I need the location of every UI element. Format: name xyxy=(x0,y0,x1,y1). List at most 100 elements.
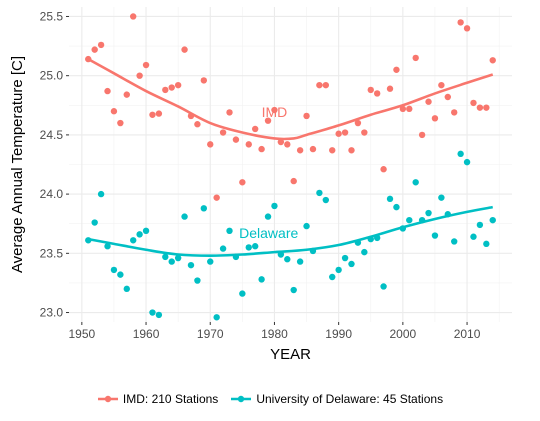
point-delaware xyxy=(271,202,278,210)
point-imd xyxy=(290,177,297,185)
y-axis-ticks: 23.0 23.5 24.0 24.5 25.0 25.5 xyxy=(40,9,69,320)
point-imd xyxy=(110,108,118,115)
point-delaware xyxy=(431,232,439,239)
x-tick-label: 1980 xyxy=(261,327,288,341)
major-gridlines xyxy=(69,7,512,322)
point-imd xyxy=(470,99,477,107)
legend: IMD: 210 Stations University of Delaware… xyxy=(0,389,540,409)
y-tick-label: 23.0 xyxy=(40,306,64,320)
point-delaware xyxy=(438,194,445,201)
x-axis-ticks: 1950 1960 1970 1980 1990 2000 2010 xyxy=(68,322,481,341)
point-imd xyxy=(425,98,432,105)
point-imd xyxy=(361,129,368,136)
point-imd xyxy=(463,25,471,32)
point-imd xyxy=(296,147,304,154)
point-delaware xyxy=(341,254,349,262)
x-tick-label: 1960 xyxy=(133,327,160,341)
point-imd xyxy=(226,109,233,116)
point-delaware xyxy=(226,227,233,235)
point-delaware xyxy=(284,256,291,263)
point-imd xyxy=(264,117,272,124)
point-delaware xyxy=(110,266,118,274)
point-imd xyxy=(168,84,175,91)
point-delaware xyxy=(489,216,496,224)
point-imd xyxy=(232,136,240,143)
point-imd xyxy=(200,77,208,84)
point-delaware xyxy=(123,285,130,293)
point-imd xyxy=(348,147,355,154)
point-delaware xyxy=(373,234,381,242)
x-tick-label: 1990 xyxy=(325,327,352,341)
point-delaware xyxy=(380,283,387,290)
point-delaware xyxy=(451,238,458,245)
point-imd xyxy=(438,81,445,89)
point-delaware xyxy=(470,233,477,240)
point-imd xyxy=(187,112,195,120)
point-imd xyxy=(162,86,169,94)
point-delaware xyxy=(174,254,182,262)
point-imd xyxy=(130,13,137,20)
point-delaware xyxy=(463,158,471,166)
point-imd xyxy=(194,121,201,128)
point-delaware xyxy=(200,205,208,212)
point-delaware xyxy=(316,189,323,197)
point-delaware xyxy=(142,227,150,235)
point-imd xyxy=(386,85,394,92)
point-imd xyxy=(123,91,130,98)
point-delaware xyxy=(162,253,169,261)
trend-line-imd xyxy=(87,57,494,141)
point-imd xyxy=(104,87,111,95)
point-delaware xyxy=(149,309,156,316)
x-tick-label: 1950 xyxy=(68,327,95,341)
point-delaware xyxy=(290,286,297,294)
chart-canvas: 23.0 23.5 24.0 24.5 25.0 25.5 1950 1960 1970 198… xyxy=(9,7,512,363)
point-imd xyxy=(97,41,105,49)
point-imd xyxy=(284,141,291,148)
point-delaware xyxy=(483,240,490,248)
point-imd xyxy=(245,141,252,148)
legend-label-delaware: University of Delaware: 45 Stations xyxy=(256,392,444,406)
point-delaware xyxy=(251,243,259,250)
point-delaware xyxy=(264,213,272,220)
point-delaware xyxy=(335,266,342,274)
point-delaware xyxy=(239,290,246,297)
legend-item-delaware: University of Delaware: 45 Stations xyxy=(230,392,443,406)
point-imd xyxy=(380,166,387,173)
point-imd xyxy=(91,46,98,53)
point-delaware xyxy=(386,195,394,203)
point-delaware xyxy=(245,244,252,251)
point-imd xyxy=(309,145,317,153)
point-imd xyxy=(476,104,484,111)
point-imd xyxy=(155,110,163,117)
point-imd xyxy=(207,141,214,148)
point-delaware xyxy=(457,150,464,158)
point-imd xyxy=(341,129,349,136)
point-delaware xyxy=(444,211,451,218)
minor-gridlines xyxy=(69,7,512,322)
point-imd xyxy=(373,90,381,97)
legend-label-imd: IMD: 210 Stations xyxy=(122,392,219,406)
point-delaware xyxy=(258,276,265,283)
point-delaware xyxy=(213,314,220,321)
legend-key-imd xyxy=(97,395,118,403)
point-imd xyxy=(239,179,246,186)
point-delaware xyxy=(117,271,124,278)
point-delaware xyxy=(104,243,111,250)
point-delaware xyxy=(367,235,374,243)
y-tick-label: 25.5 xyxy=(40,9,64,23)
point-delaware xyxy=(168,258,175,265)
point-imd xyxy=(406,105,413,113)
trend-lines xyxy=(87,57,494,257)
x-tick-label: 1970 xyxy=(197,327,224,341)
point-delaware xyxy=(194,277,201,284)
point-delaware xyxy=(329,273,336,281)
point-imd xyxy=(412,54,419,62)
y-tick-label: 24.0 xyxy=(40,187,64,201)
point-imd xyxy=(451,109,458,116)
point-imd xyxy=(277,138,285,146)
trend-line-delaware xyxy=(88,205,493,257)
point-imd xyxy=(354,119,362,127)
point-delaware xyxy=(354,239,362,246)
x-tick-label: 2000 xyxy=(390,327,417,341)
point-delaware xyxy=(393,203,400,211)
